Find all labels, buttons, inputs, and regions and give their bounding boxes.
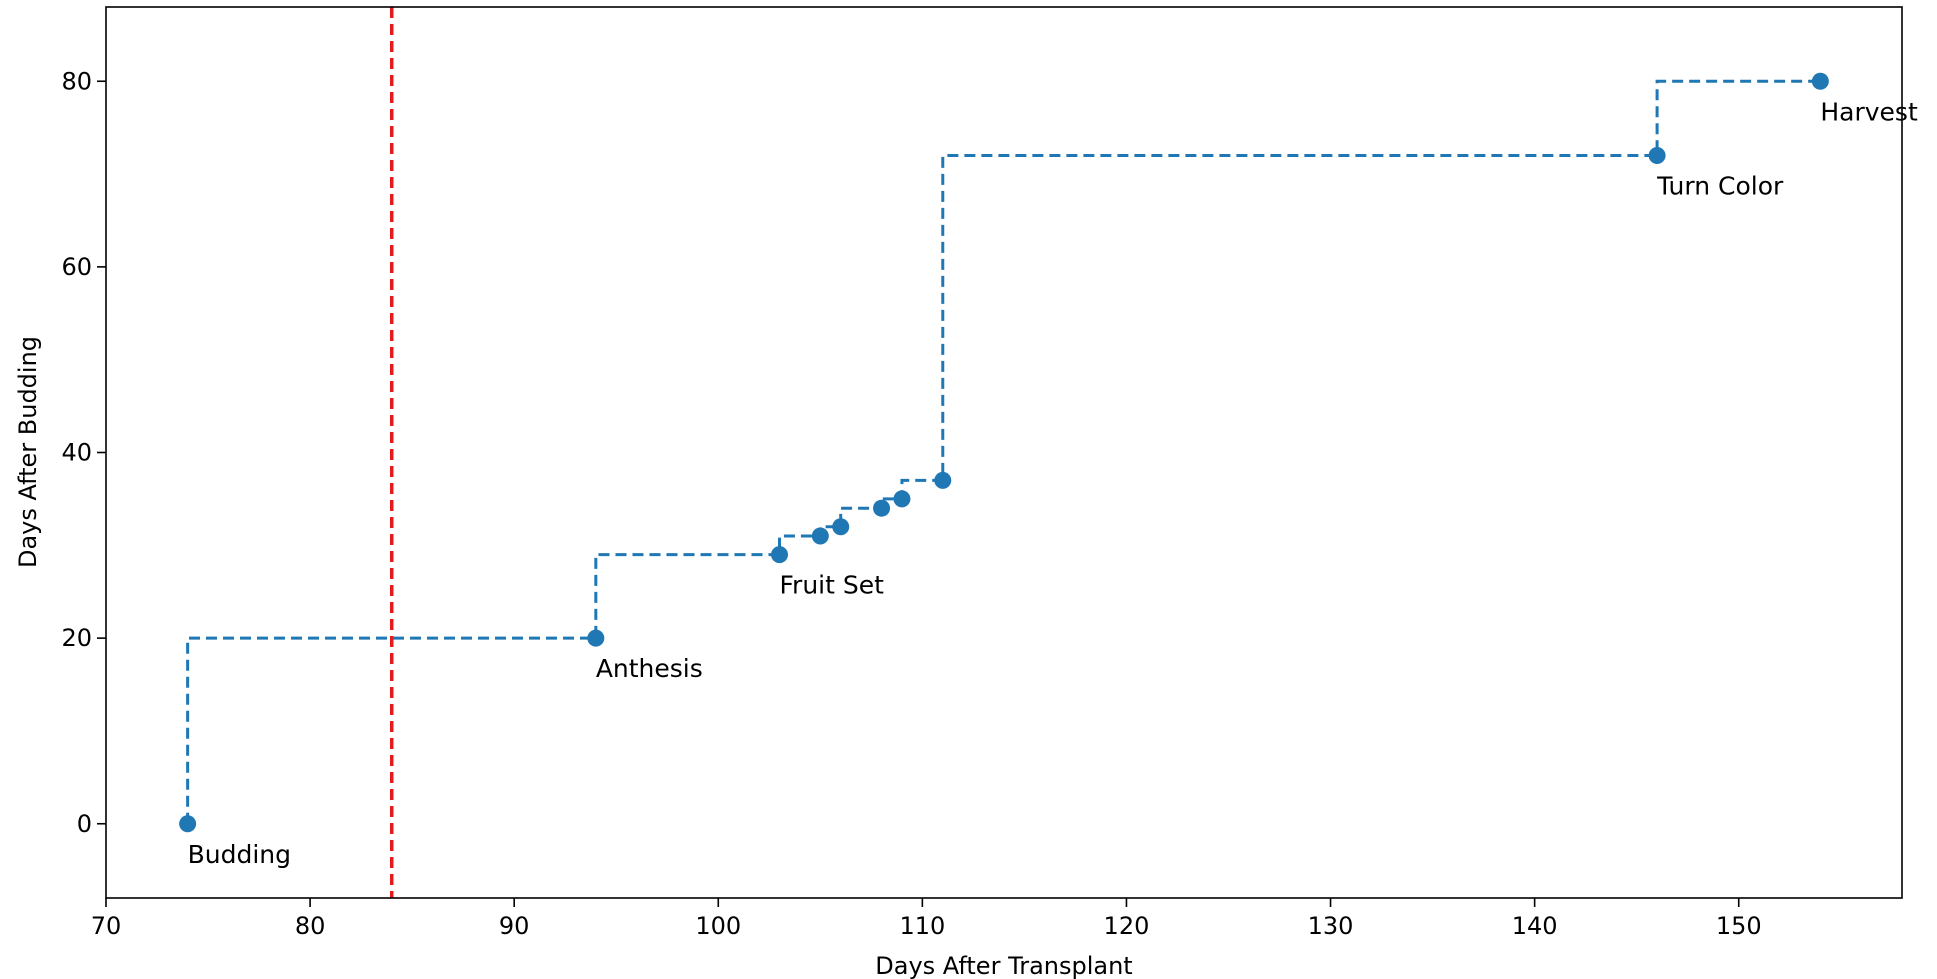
y-tick-label: 20 — [61, 624, 92, 652]
data-point — [934, 471, 952, 489]
x-axis-title: Days After Transplant — [875, 952, 1132, 979]
axes: 70 80 90 100 110 120 130 140 150 0 20 40 60 80 — [61, 67, 1761, 940]
y-tick-label: 40 — [61, 439, 92, 467]
data-point — [873, 499, 891, 517]
y-tick-label: 80 — [61, 67, 92, 95]
data-point — [811, 527, 829, 545]
data-label: Anthesis — [596, 654, 703, 683]
data-point — [587, 629, 605, 647]
y-tick-label: 0 — [77, 810, 92, 838]
y-tick-label: 60 — [61, 253, 92, 281]
data-point — [832, 518, 850, 536]
data-point — [179, 815, 197, 833]
data-label: Budding — [188, 840, 291, 869]
x-tick-label: 110 — [899, 912, 945, 940]
data-point — [771, 546, 788, 564]
x-tick-label: 70 — [91, 912, 122, 940]
x-tick-label: 80 — [295, 912, 326, 940]
data-point — [893, 490, 911, 508]
data-label: Fruit Set — [780, 571, 885, 600]
x-tick-label: 100 — [695, 912, 741, 940]
x-tick-label: 120 — [1104, 912, 1150, 940]
series-step-line — [186, 79, 1821, 824]
plot-marks: Budding Anthesis Fruit Set Turn Color Harves… — [179, 7, 1918, 898]
data-label: Harvest — [1820, 97, 1918, 126]
y-axis-title: Days After Budding — [14, 336, 42, 568]
x-tick-label: 140 — [1512, 912, 1558, 940]
data-label: Turn Color — [1656, 172, 1784, 201]
data-point — [1811, 72, 1829, 90]
data-point — [1648, 147, 1666, 164]
x-tick-label: 130 — [1308, 912, 1354, 940]
x-tick-label: 150 — [1716, 912, 1762, 940]
plot-frame — [105, 6, 1903, 899]
x-tick-label: 90 — [499, 912, 530, 940]
